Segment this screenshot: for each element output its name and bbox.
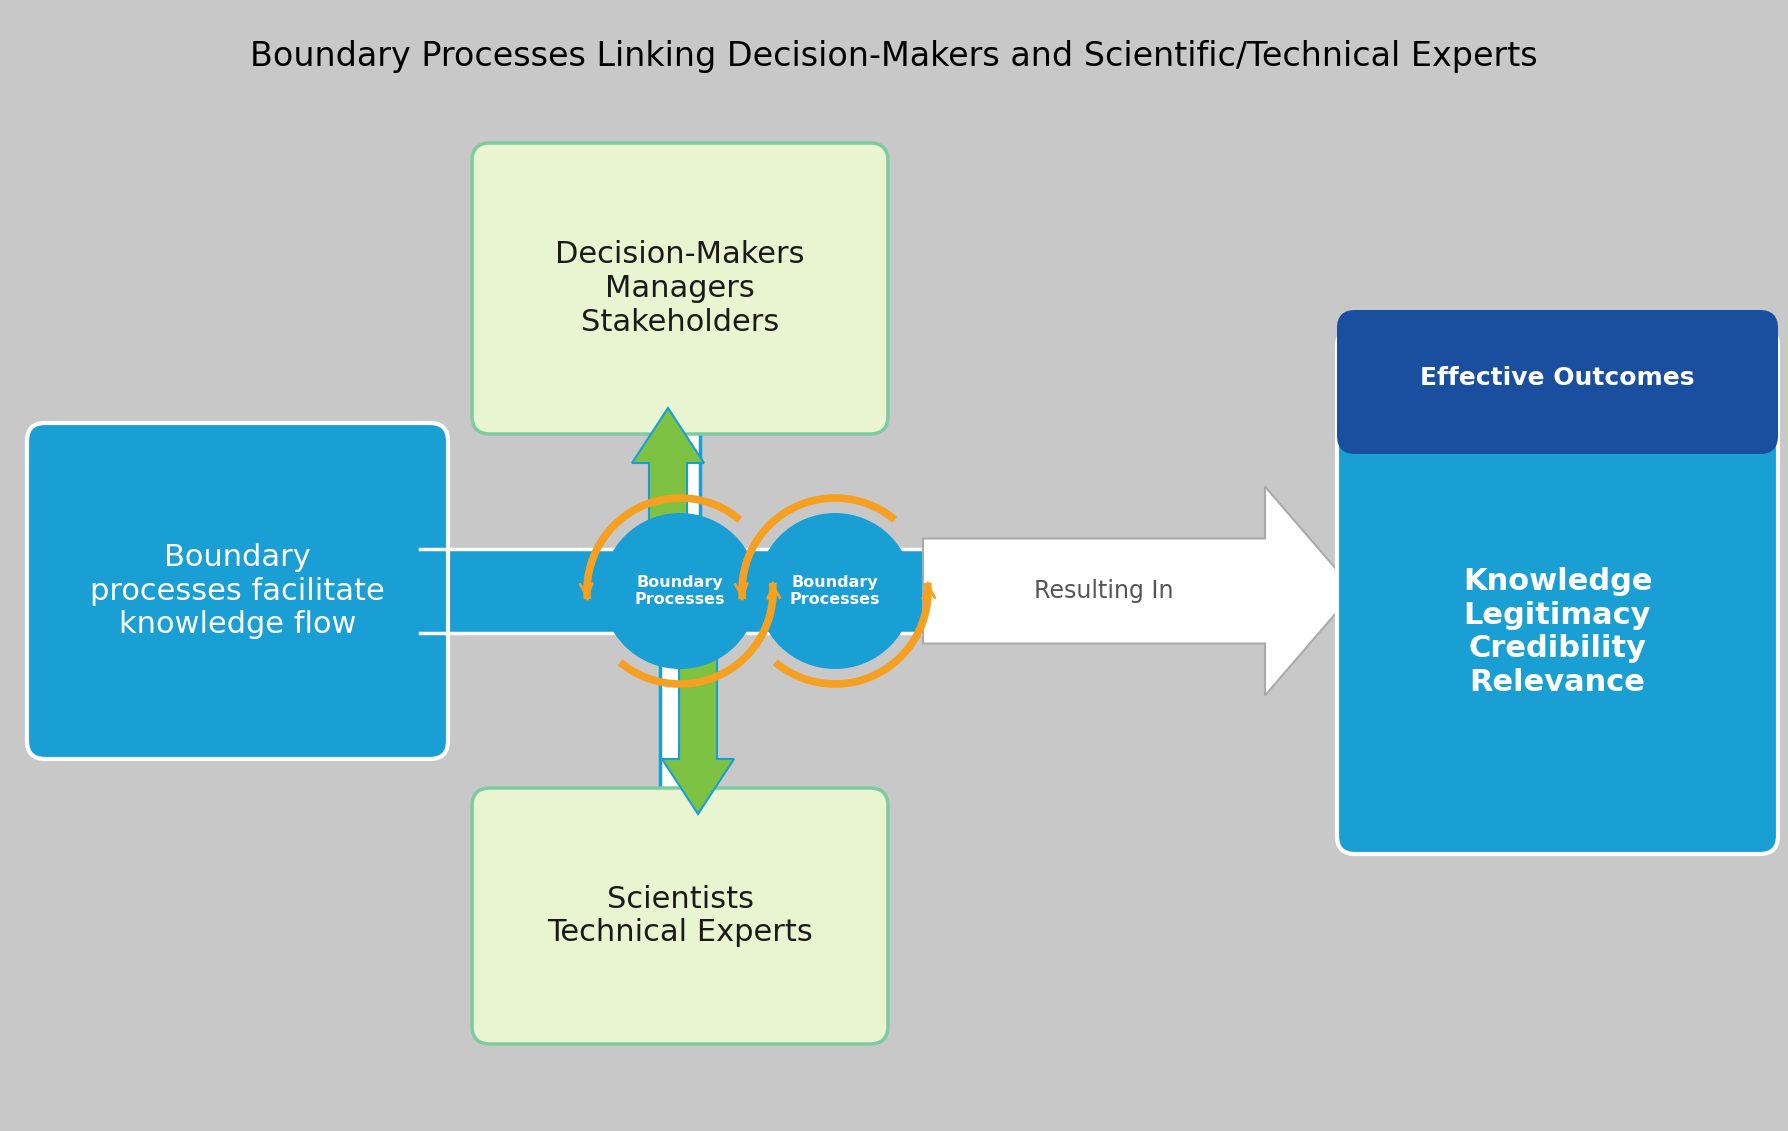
FancyBboxPatch shape (27, 423, 449, 759)
Text: Effective Outcomes: Effective Outcomes (1420, 366, 1695, 390)
Polygon shape (631, 408, 704, 554)
Polygon shape (923, 486, 1355, 696)
FancyBboxPatch shape (472, 788, 889, 1044)
FancyBboxPatch shape (1337, 328, 1777, 854)
Bar (660, 414, 699, 551)
Text: Scientists
Technical Experts: Scientists Technical Experts (547, 884, 814, 948)
Text: Boundary
Processes: Boundary Processes (790, 575, 880, 607)
Text: Knowledge
Legitimacy
Credibility
Relevance: Knowledge Legitimacy Credibility Relevan… (1463, 567, 1652, 697)
Bar (420, 549, 928, 633)
Text: Boundary
Processes: Boundary Processes (635, 575, 726, 607)
Circle shape (603, 513, 758, 670)
FancyBboxPatch shape (1337, 310, 1777, 454)
Bar (660, 631, 699, 808)
Text: Resulting In: Resulting In (1033, 579, 1173, 603)
Circle shape (756, 513, 914, 670)
Bar (1357, 398, 1758, 435)
Text: Decision-Makers
Managers
Stakeholders: Decision-Makers Managers Stakeholders (556, 241, 805, 337)
FancyBboxPatch shape (472, 143, 889, 434)
Text: Boundary
processes facilitate
knowledge flow: Boundary processes facilitate knowledge … (89, 543, 384, 639)
Text: Boundary Processes Linking Decision-Makers and Scientific/Technical Experts: Boundary Processes Linking Decision-Make… (250, 40, 1538, 72)
Polygon shape (662, 628, 735, 814)
